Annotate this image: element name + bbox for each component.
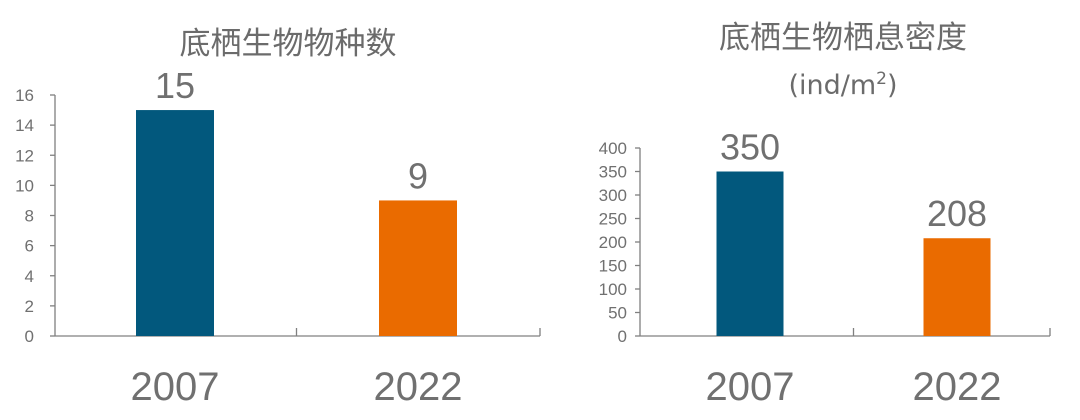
chart-2-category-label-2022: 2022 bbox=[913, 365, 1002, 409]
chart-2-y-tick-label: 200 bbox=[599, 233, 627, 252]
chart-1-bar-2007 bbox=[136, 110, 214, 336]
chart-2-category-label-2007: 2007 bbox=[706, 365, 795, 409]
chart-1-y-tick-label: 12 bbox=[15, 146, 34, 165]
chart-2-data-label-2007: 350 bbox=[720, 127, 780, 168]
chart-1-bar-2022 bbox=[379, 200, 457, 336]
chart-2-y-tick-label: 350 bbox=[599, 163, 627, 182]
chart-2-y-tick-label: 300 bbox=[599, 186, 627, 205]
chart-1-y-tick-label: 0 bbox=[25, 327, 34, 346]
chart-2-y-tick-label: 0 bbox=[618, 327, 627, 346]
chart-2-bar-2007 bbox=[716, 171, 784, 336]
chart-2-y-tick-label: 400 bbox=[599, 139, 627, 158]
chart-2-unit: (ind/m2) bbox=[788, 69, 898, 101]
chart-2-bar-2022 bbox=[923, 238, 991, 336]
chart-2-y-tick-label: 50 bbox=[608, 304, 627, 323]
chart-1-category-label-2007: 2007 bbox=[131, 365, 220, 409]
chart-1-y-tick-label: 8 bbox=[25, 207, 34, 226]
chart-2-title: 底栖生物栖息密度 bbox=[719, 20, 967, 56]
chart-1-title: 底栖生物物种数 bbox=[179, 26, 397, 62]
chart-1-y-tick-label: 16 bbox=[15, 86, 34, 105]
chart-2-data-label-2022: 208 bbox=[927, 193, 987, 234]
chart-1-y-tick-label: 14 bbox=[15, 116, 34, 135]
chart-1-y-tick-label: 4 bbox=[25, 267, 34, 286]
chart-1-data-label-2022: 9 bbox=[408, 155, 428, 196]
chart-2-y-tick-label: 250 bbox=[599, 210, 627, 229]
chart-2-y-tick-label: 150 bbox=[599, 257, 627, 276]
chart-1-y-tick-label: 2 bbox=[25, 297, 34, 316]
chart-1-y-tick-label: 6 bbox=[25, 237, 34, 256]
chart-1-data-label-2007: 15 bbox=[155, 65, 195, 106]
chart-1-category-label-2022: 2022 bbox=[374, 365, 463, 409]
chart-1-y-tick-label: 10 bbox=[15, 176, 34, 195]
chart-2-y-tick-label: 100 bbox=[599, 280, 627, 299]
